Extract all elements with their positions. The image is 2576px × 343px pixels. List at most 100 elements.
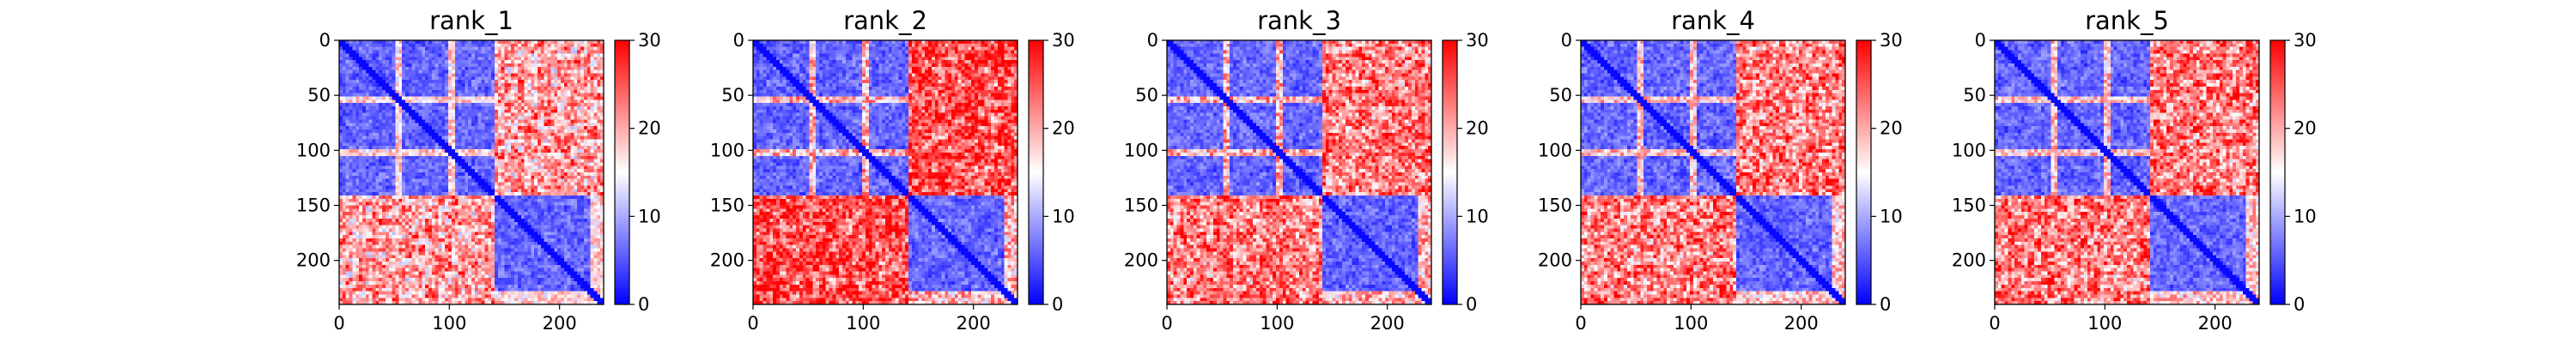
- heatmap-cell: [452, 202, 455, 206]
- heatmap-cell: [416, 215, 419, 219]
- heatmap-cell: [531, 142, 534, 146]
- heatmap-cell: [491, 113, 495, 117]
- heatmap-cell: [366, 103, 369, 106]
- heatmap-cell: [531, 99, 534, 103]
- heatmap-cell: [379, 44, 382, 47]
- heatmap-cell: [369, 222, 373, 226]
- heatmap-cell: [373, 192, 376, 196]
- heatmap-cell: [561, 47, 564, 51]
- heatmap-cell: [409, 87, 412, 90]
- heatmap-cell: [349, 90, 353, 93]
- heatmap-cell: [461, 96, 465, 99]
- heatmap-cell: [459, 74, 462, 77]
- heatmap-cell: [571, 110, 574, 113]
- heatmap-cell: [505, 57, 508, 60]
- heatmap-cell: [425, 179, 428, 183]
- heatmap-cell: [373, 80, 376, 83]
- heatmap-cell: [343, 96, 346, 99]
- heatmap-cell: [561, 93, 564, 97]
- heatmap-cell: [574, 176, 577, 179]
- heatmap-cell: [557, 83, 561, 87]
- heatmap-cell: [593, 123, 597, 126]
- heatmap-cell: [471, 133, 475, 136]
- heatmap-cell: [441, 57, 445, 60]
- heatmap-cell: [386, 96, 389, 99]
- heatmap-cell: [484, 67, 488, 70]
- heatmap-cell: [475, 238, 478, 242]
- heatmap-cell: [416, 119, 419, 123]
- heatmap-cell: [568, 199, 571, 202]
- heatmap-cell: [557, 106, 561, 110]
- heatmap-cell: [554, 165, 557, 169]
- heatmap-cell: [550, 51, 554, 54]
- heatmap-cell: [580, 63, 584, 67]
- heatmap-cell: [346, 103, 349, 106]
- heatmap-cell: [498, 83, 501, 87]
- heatmap-cell: [425, 83, 428, 87]
- heatmap-cell: [425, 136, 428, 140]
- heatmap-cell: [349, 87, 353, 90]
- heatmap-cell: [538, 96, 541, 99]
- heatmap-cell: [459, 133, 462, 136]
- heatmap-cell: [375, 106, 379, 110]
- heatmap-cell: [362, 172, 366, 176]
- heatmap-cell: [455, 80, 459, 83]
- heatmap-cell: [482, 90, 485, 93]
- heatmap-cell: [405, 228, 409, 232]
- heatmap-cell: [439, 113, 442, 117]
- heatmap-cell: [445, 142, 448, 146]
- heatmap-cell: [591, 238, 594, 242]
- heatmap-cell: [584, 123, 587, 126]
- heatmap-cell: [465, 176, 468, 179]
- heatmap-cell: [491, 126, 495, 129]
- heatmap-cell: [468, 51, 471, 54]
- heatmap-cell: [445, 51, 448, 54]
- heatmap-cell: [557, 70, 561, 74]
- heatmap-cell: [402, 199, 405, 202]
- heatmap-cell: [511, 172, 514, 176]
- heatmap-cell: [445, 172, 448, 176]
- heatmap-cell: [398, 133, 402, 136]
- heatmap-cell: [398, 238, 402, 242]
- heatmap-cell: [425, 60, 428, 63]
- heatmap-cell: [544, 87, 548, 90]
- heatmap-cell: [525, 80, 528, 83]
- heatmap-cell: [550, 129, 554, 133]
- heatmap-cell: [398, 202, 402, 206]
- heatmap-cell: [525, 106, 528, 110]
- heatmap-cell: [455, 83, 459, 87]
- heatmap-cell: [471, 146, 475, 149]
- heatmap-cell: [452, 238, 455, 242]
- heatmap-cell: [527, 146, 531, 149]
- heatmap-cell: [461, 53, 465, 57]
- heatmap-cell: [591, 53, 594, 57]
- heatmap-cell: [561, 103, 564, 106]
- heatmap-cell: [531, 192, 534, 196]
- heatmap-cell: [392, 208, 396, 212]
- heatmap-cell: [445, 80, 448, 83]
- heatmap-cell: [392, 60, 396, 63]
- heatmap-cell: [386, 215, 389, 219]
- heatmap-cell: [439, 206, 442, 209]
- heatmap-cell: [362, 93, 366, 97]
- heatmap-cell: [548, 70, 551, 74]
- heatmap-cell: [534, 192, 538, 196]
- heatmap-cell: [498, 199, 501, 202]
- heatmap-cell: [514, 53, 518, 57]
- heatmap-cell: [488, 136, 491, 140]
- heatmap-cell: [352, 202, 355, 206]
- heatmap-cell: [538, 47, 541, 51]
- heatmap-cell: [392, 117, 396, 120]
- heatmap-cell: [432, 222, 435, 226]
- heatmap-cell: [465, 96, 468, 99]
- heatmap-cell: [507, 60, 511, 63]
- heatmap-cell: [398, 106, 402, 110]
- heatmap-cell: [511, 153, 514, 156]
- heatmap-cell: [435, 215, 439, 219]
- heatmap-cell: [580, 129, 584, 133]
- heatmap-cell: [392, 51, 396, 54]
- heatmap-cell: [574, 110, 577, 113]
- heatmap-cell: [349, 44, 353, 47]
- heatmap-cell: [452, 242, 455, 245]
- heatmap-cell: [597, 83, 600, 87]
